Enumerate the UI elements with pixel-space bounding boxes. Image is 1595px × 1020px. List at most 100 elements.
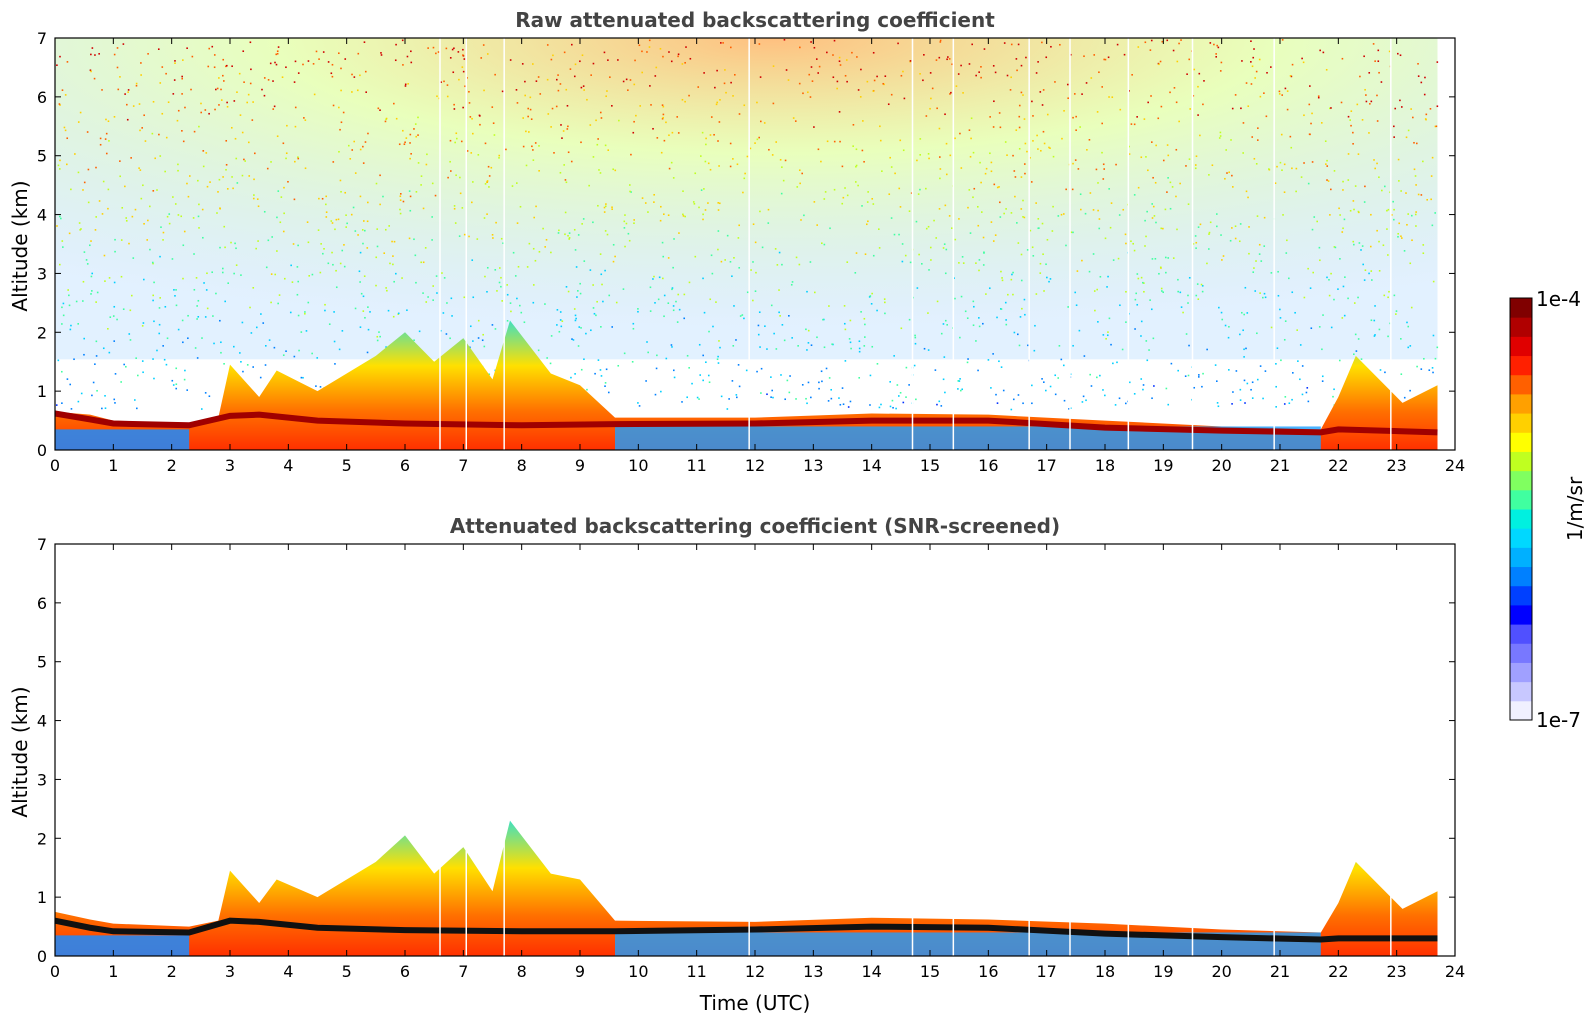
noise-speckle — [1194, 167, 1197, 170]
noise-speckle — [453, 108, 456, 110]
noise-speckle — [391, 240, 393, 243]
noise-speckle — [884, 301, 886, 304]
noise-speckle — [1401, 237, 1403, 239]
noise-speckle — [1370, 100, 1373, 103]
noise-speckle — [1337, 288, 1339, 290]
noise-speckle — [988, 287, 991, 290]
noise-speckle — [574, 373, 576, 375]
noise-speckle — [1255, 163, 1258, 165]
noise-speckle — [202, 150, 205, 152]
noise-speckle — [1097, 209, 1099, 212]
noise-speckle — [698, 343, 701, 346]
noise-speckle — [468, 90, 470, 93]
noise-speckle — [1075, 115, 1077, 118]
noise-speckle — [124, 185, 126, 188]
noise-speckle — [201, 208, 204, 211]
noise-speckle — [208, 112, 210, 115]
noise-speckle — [1180, 306, 1183, 308]
noise-speckle — [1251, 397, 1254, 399]
noise-speckle — [565, 88, 568, 91]
noise-speckle — [806, 349, 808, 351]
noise-speckle — [130, 294, 133, 297]
noise-speckle — [677, 53, 680, 56]
noise-speckle — [786, 379, 789, 382]
noise-speckle — [454, 222, 457, 224]
noise-speckle — [132, 257, 135, 259]
noise-speckle — [1238, 240, 1241, 243]
noise-speckle — [495, 221, 497, 224]
noise-speckle — [1052, 205, 1054, 208]
noise-speckle — [770, 396, 772, 398]
noise-speckle — [125, 220, 128, 222]
noise-speckle — [175, 367, 178, 370]
plot-frame — [54, 543, 1456, 957]
noise-speckle — [335, 269, 337, 272]
noise-speckle — [1415, 225, 1417, 227]
panel-title: Attenuated backscattering coefficient (S… — [450, 514, 1060, 538]
noise-speckle — [883, 298, 886, 300]
noise-speckle — [743, 104, 746, 107]
noise-speckle — [1198, 72, 1201, 75]
noise-speckle — [633, 222, 635, 225]
noise-speckle — [311, 273, 314, 276]
noise-speckle — [993, 183, 996, 186]
noise-speckle — [349, 158, 352, 160]
noise-speckle — [128, 333, 131, 335]
colorbar-cell — [1510, 643, 1532, 663]
noise-speckle — [101, 89, 103, 91]
noise-speckle — [1401, 106, 1403, 108]
noise-speckle — [1221, 318, 1224, 321]
noise-speckle — [1341, 231, 1344, 233]
noise-speckle — [231, 65, 233, 68]
noise-speckle — [276, 250, 278, 252]
noise-speckle — [1014, 176, 1017, 178]
noise-speckle — [125, 217, 128, 219]
noise-speckle — [581, 223, 583, 225]
noise-speckle — [668, 51, 670, 53]
noise-speckle — [343, 265, 346, 268]
noise-speckle — [1360, 358, 1363, 360]
noise-speckle — [822, 318, 825, 321]
noise-speckle — [1430, 175, 1433, 177]
noise-speckle — [1284, 87, 1287, 90]
noise-speckle — [247, 141, 250, 144]
noise-speckle — [524, 94, 527, 97]
noise-speckle — [1176, 60, 1179, 63]
noise-speckle — [404, 141, 406, 144]
noise-speckle — [871, 345, 874, 348]
noise-speckle — [1125, 321, 1127, 323]
noise-speckle — [459, 192, 462, 195]
noise-speckle — [634, 59, 636, 62]
noise-speckle — [515, 89, 518, 91]
noise-speckle — [386, 289, 388, 292]
noise-speckle — [838, 111, 841, 113]
noise-speckle — [1199, 134, 1201, 137]
noise-speckle — [219, 319, 221, 322]
noise-speckle — [701, 131, 704, 134]
noise-speckle — [1222, 255, 1225, 257]
noise-speckle — [1208, 233, 1210, 235]
noise-speckle — [546, 44, 549, 46]
noise-speckle — [244, 160, 246, 162]
noise-speckle — [1425, 118, 1427, 121]
noise-speckle — [114, 402, 116, 404]
noise-speckle — [1250, 61, 1252, 63]
noise-speckle — [535, 80, 538, 82]
noise-speckle — [821, 380, 823, 383]
noise-speckle — [1209, 221, 1212, 224]
noise-speckle — [162, 231, 165, 234]
noise-speckle — [156, 189, 158, 191]
x-tick-label: 13 — [803, 962, 823, 981]
noise-speckle — [1020, 253, 1023, 256]
noise-speckle — [340, 190, 342, 193]
noise-speckle — [1422, 244, 1425, 246]
noise-speckle — [304, 119, 307, 121]
noise-speckle — [953, 277, 955, 279]
noise-speckle — [446, 84, 449, 86]
noise-speckle — [1148, 349, 1150, 351]
noise-speckle — [1102, 163, 1105, 166]
noise-speckle — [359, 74, 361, 77]
noise-speckle — [234, 137, 237, 140]
noise-speckle — [708, 330, 710, 333]
noise-speckle — [570, 160, 573, 163]
